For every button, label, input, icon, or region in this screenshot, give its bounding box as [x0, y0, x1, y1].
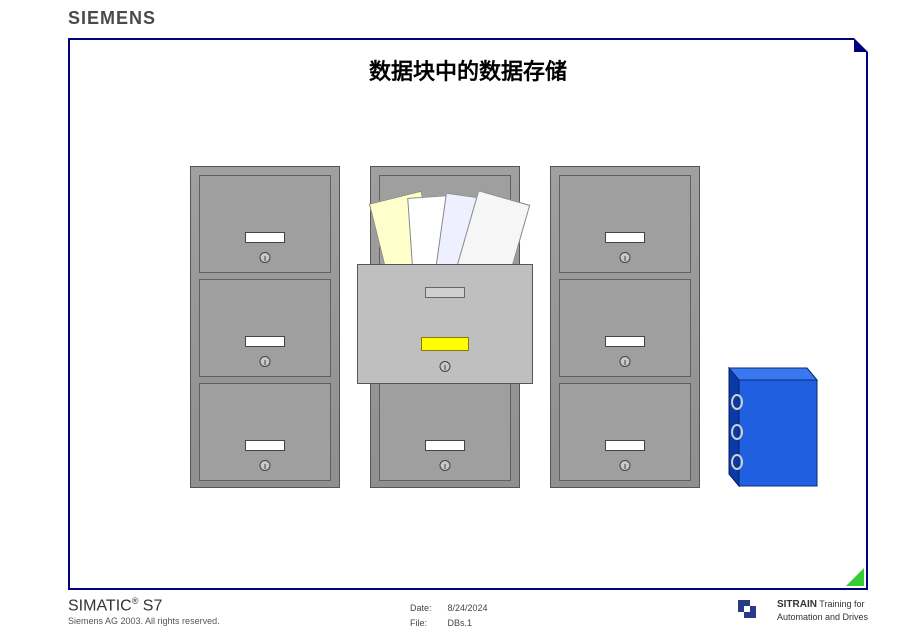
slide-footer: SIMATIC® S7 Siemens AG 2003. All rights …	[68, 594, 868, 634]
drawer-label-slot	[425, 440, 465, 451]
drawer-label-slot	[605, 232, 645, 243]
drawer-lock-icon	[620, 356, 631, 367]
frame-corner-accent	[846, 568, 864, 586]
drawer-lock-icon	[620, 460, 631, 471]
drawer-lock-icon	[260, 356, 271, 367]
cabinet-drawer	[559, 175, 691, 273]
sitrain-rest: Training for	[817, 599, 865, 609]
open-drawer	[357, 264, 533, 384]
filing-cabinet-left	[190, 166, 340, 488]
cabinet-drawer	[199, 279, 331, 377]
drawer-lock-icon	[440, 361, 451, 372]
drawer-lock-icon	[260, 460, 271, 471]
file-value: DBs.1	[448, 617, 502, 630]
cabinet-drawer	[199, 383, 331, 481]
drawer-label-slot	[245, 440, 285, 451]
file-label: File:	[410, 617, 446, 630]
copyright-text: Siemens AG 2003. All rights reserved.	[68, 616, 220, 626]
drawer-handle	[425, 287, 465, 298]
drawer-lock-icon	[440, 460, 451, 471]
footer-meta: Date: 8/24/2024 File: DBs.1	[408, 600, 504, 632]
cabinet-drawer	[199, 175, 331, 273]
illustration-area	[70, 160, 866, 530]
frame-corner-notch	[854, 38, 868, 52]
drawer-lock-icon	[620, 252, 631, 263]
product-name: SIMATIC® S7	[68, 596, 162, 615]
sitrain-text: SITRAIN Training for Automation and Driv…	[777, 598, 868, 623]
sitrain-line2: Automation and Drives	[777, 612, 868, 622]
cabinet-drawer	[379, 383, 511, 481]
slide-frame: 数据块中的数据存储	[68, 38, 868, 590]
cabinet-drawer	[559, 279, 691, 377]
cabinet-drawer	[559, 383, 691, 481]
binder-icon	[715, 362, 819, 494]
filing-cabinet-right	[550, 166, 700, 488]
date-label: Date:	[410, 602, 446, 615]
product-suffix: S7	[138, 597, 162, 614]
sitrain-logo-icon	[736, 598, 758, 620]
drawer-label-slot-active	[421, 337, 469, 351]
drawer-label-slot	[245, 336, 285, 347]
brand-logo-text: SIEMENS	[68, 8, 156, 29]
drawer-lock-icon	[260, 252, 271, 263]
date-value: 8/24/2024	[448, 602, 502, 615]
sitrain-bold: SITRAIN	[777, 599, 817, 610]
drawer-label-slot	[245, 232, 285, 243]
product-text: SIMATIC	[68, 597, 132, 614]
drawer-label-slot	[605, 440, 645, 451]
drawer-label-slot	[605, 336, 645, 347]
slide-title: 数据块中的数据存储	[70, 54, 866, 86]
